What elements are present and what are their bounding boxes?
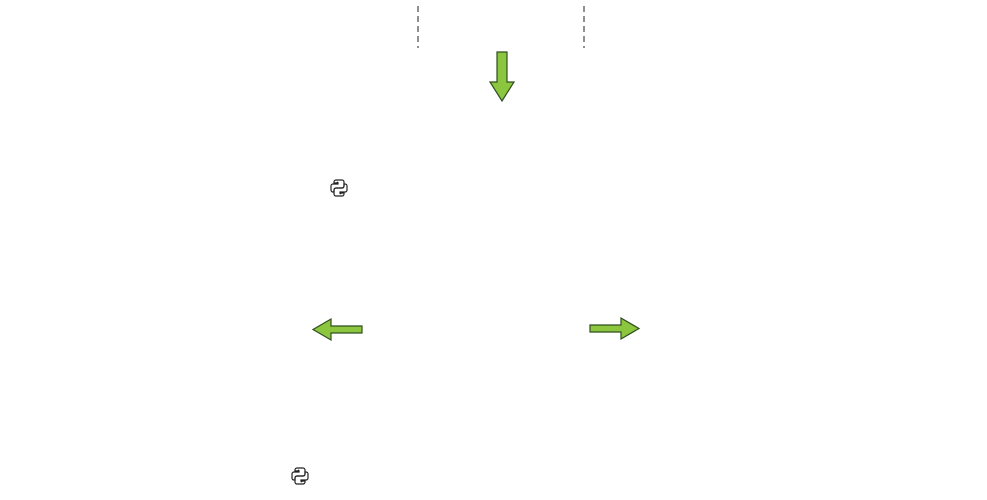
python-logo-icon xyxy=(329,178,349,202)
fig25-caption xyxy=(287,178,357,202)
fig26-caption xyxy=(248,466,318,490)
right-arrow-icon xyxy=(589,316,641,341)
down-arrow-icon xyxy=(488,51,516,103)
left-arrow-icon xyxy=(311,317,363,342)
python-logo-icon xyxy=(290,466,310,490)
